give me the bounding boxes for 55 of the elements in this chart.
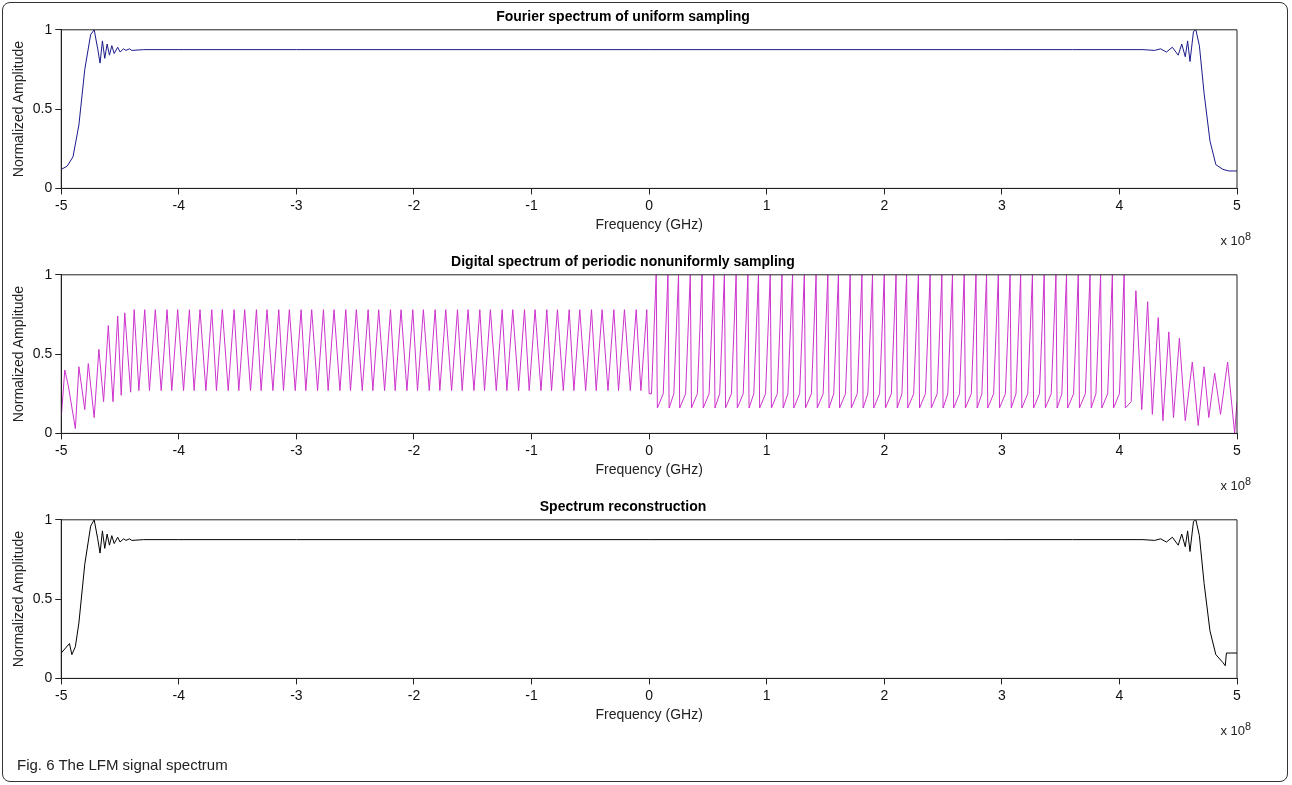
y-tick-label: 0 xyxy=(44,179,53,196)
text: x 10$^{8}$ xyxy=(1220,474,1251,493)
text: x 10$^{8}$ xyxy=(1220,229,1251,248)
x-tick-label: -2 xyxy=(407,686,421,703)
y-axis-title: Normalized Amplitude xyxy=(10,530,27,668)
x-tick-label: -5 xyxy=(55,441,68,458)
x-tick-label: -4 xyxy=(172,441,186,458)
y-tick-label: 0 xyxy=(44,669,53,686)
caption: Fig. 6 The LFM signal spectrum xyxy=(17,756,228,773)
x-tick-label: -3 xyxy=(290,441,303,458)
x-tick-label: 5 xyxy=(1233,441,1242,458)
x-axis-title: Frequency (GHz) xyxy=(595,461,703,478)
x-tick-label: 2 xyxy=(880,196,889,213)
x-tick-label: 4 xyxy=(1115,686,1124,703)
x-tick-label: -4 xyxy=(172,196,186,213)
x-tick-label: -5 xyxy=(55,196,68,213)
x-tick-label: -1 xyxy=(525,686,538,703)
chart-title: Fourier spectrum of uniform sampling xyxy=(496,8,750,25)
x-tick-label: 3 xyxy=(997,196,1006,213)
x-tick-label: 2 xyxy=(880,441,889,458)
y-tick-label: 0.5 xyxy=(32,344,53,361)
x-tick-label: -3 xyxy=(290,196,303,213)
chart-title: Digital spectrum of periodic nonuniformly sampling xyxy=(451,253,795,270)
x-tick-label: 3 xyxy=(997,686,1006,703)
x-tick-label: -3 xyxy=(290,686,303,703)
x-axis-title: Frequency (GHz) xyxy=(595,706,703,723)
x-tick-label: 2 xyxy=(880,686,889,703)
x-tick-label: 3 xyxy=(997,441,1006,458)
y-tick-label: 0 xyxy=(44,424,53,441)
x-tick-label: -1 xyxy=(525,196,538,213)
x-tick-label: 0 xyxy=(645,686,654,703)
x-tick-label: -2 xyxy=(407,196,421,213)
x-tick-label: -2 xyxy=(407,441,421,458)
x-tick-label: 5 xyxy=(1233,686,1242,703)
x-tick-label: 1 xyxy=(762,441,771,458)
x-tick-label: 0 xyxy=(645,196,654,213)
x-tick-label: -1 xyxy=(525,441,538,458)
x-tick-label: 1 xyxy=(762,196,771,213)
x-tick-label: 5 xyxy=(1233,196,1242,213)
x-tick-label: 0 xyxy=(645,441,654,458)
y-tick-label: 1 xyxy=(44,510,53,527)
y-axis-title: Normalized Amplitude xyxy=(10,285,27,423)
x-tick-label: -4 xyxy=(172,686,186,703)
y-tick-label: 0.5 xyxy=(32,589,53,606)
x-tick-label: 4 xyxy=(1115,196,1124,213)
y-axis-title: Normalized Amplitude xyxy=(10,40,27,178)
y-tick-label: 0.5 xyxy=(32,99,53,116)
chart-title: Spectrum reconstruction xyxy=(539,498,707,515)
text: x 10$^{8}$ xyxy=(1220,719,1251,738)
x-tick-label: 1 xyxy=(762,686,771,703)
y-tick-label: 1 xyxy=(44,20,53,37)
x-tick-label: 4 xyxy=(1115,441,1124,458)
x-axis-title: Frequency (GHz) xyxy=(595,216,703,233)
x-tick-label: -5 xyxy=(55,686,68,703)
y-tick-label: 1 xyxy=(44,265,53,282)
